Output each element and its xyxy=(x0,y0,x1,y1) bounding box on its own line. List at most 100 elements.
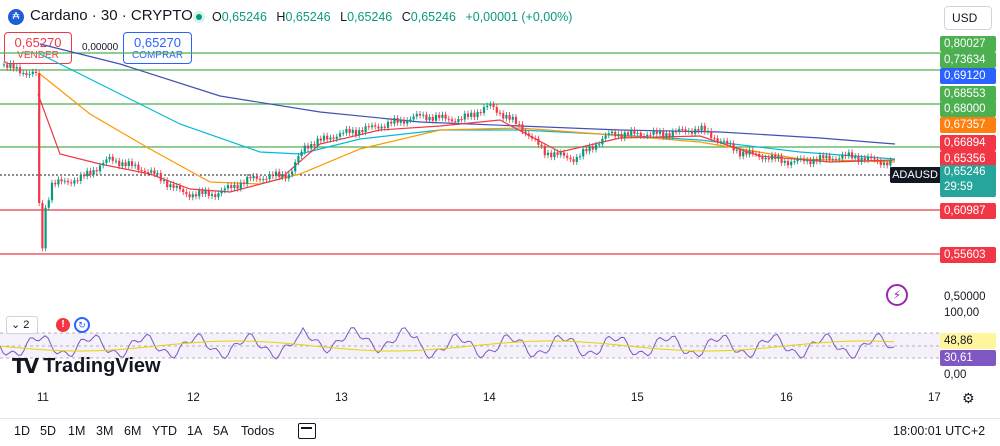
candle-body xyxy=(527,133,530,137)
candle-body xyxy=(799,158,802,160)
candle-body xyxy=(745,151,748,155)
tradingview-mark-icon: TV xyxy=(12,354,39,378)
candle-body xyxy=(63,180,66,182)
range-button-todos[interactable]: Todos xyxy=(241,424,275,438)
candle-body xyxy=(556,152,559,155)
ma-long-line xyxy=(39,43,896,145)
range-button-ytd[interactable]: YTD xyxy=(152,424,177,438)
candle-body xyxy=(121,162,124,167)
candle-body xyxy=(25,72,28,75)
high-key: H xyxy=(276,10,286,24)
sell-label: VENDER xyxy=(17,50,59,61)
candle-body xyxy=(463,113,466,120)
range-button-5d[interactable]: 5D xyxy=(40,424,56,438)
chart-header: ₳ Cardano · 30 · CRYPTO O0,65246 H0,6524… xyxy=(0,0,1000,34)
candle-body xyxy=(22,72,25,74)
candle-body xyxy=(438,115,441,118)
oscillator-signal-line xyxy=(0,340,895,352)
candle-body xyxy=(700,125,703,131)
candle-body xyxy=(338,133,342,137)
indicator-axis-bottom: 0,00 xyxy=(944,369,967,381)
change-value: +0,00001 (+0,00%) xyxy=(465,10,573,24)
candle-body xyxy=(178,185,182,190)
gear-icon[interactable]: ⚙ xyxy=(962,390,975,406)
candle-body xyxy=(879,161,882,165)
candle-body xyxy=(370,125,374,128)
candle-body xyxy=(607,133,610,136)
candle-body xyxy=(511,116,514,120)
candle-body xyxy=(98,165,102,172)
candle-body xyxy=(402,119,406,124)
candle-body xyxy=(559,152,562,155)
oscillator-pane[interactable] xyxy=(0,308,940,384)
candle-body xyxy=(537,138,540,145)
candle-body xyxy=(92,170,95,175)
sell-button[interactable]: 0,65270 VENDER xyxy=(4,32,72,64)
price-level-label: 0,66894 xyxy=(940,135,996,151)
candle-body xyxy=(732,143,735,151)
candle-body xyxy=(521,124,524,132)
candle-body xyxy=(866,156,870,161)
candle-body xyxy=(226,185,230,189)
candle-body xyxy=(351,129,354,133)
indicator-collapse-control[interactable]: ⌄ 2 xyxy=(6,316,38,334)
candle-body xyxy=(274,171,278,177)
candle-body xyxy=(828,155,831,160)
candle-body xyxy=(15,67,18,69)
candle-body xyxy=(530,136,534,139)
buy-button[interactable]: 0,65270 COMPRAR xyxy=(123,32,192,64)
range-button-6m[interactable]: 6M xyxy=(124,424,142,438)
close-value: 0,65246 xyxy=(410,10,456,24)
range-button-1a[interactable]: 1A xyxy=(187,424,203,438)
candle-body xyxy=(114,160,118,162)
ma-fast-line xyxy=(37,93,896,193)
candle-body xyxy=(393,118,396,124)
tradingview-logo[interactable]: TV TradingView xyxy=(12,354,161,380)
calendar-icon[interactable] xyxy=(298,423,316,439)
candle-body xyxy=(258,178,262,180)
candle-body xyxy=(863,157,866,161)
candle-body xyxy=(873,158,876,160)
candle-body xyxy=(188,194,191,198)
range-button-3m[interactable]: 3M xyxy=(96,424,114,438)
price-level-label: 0,65356 xyxy=(940,151,996,167)
low-value: 0,65246 xyxy=(347,10,393,24)
currency-button[interactable]: USD xyxy=(944,6,992,30)
candle-body xyxy=(566,155,569,158)
candle-body xyxy=(514,116,518,124)
lightning-icon[interactable]: ⚡ xyxy=(886,284,908,306)
candle-body xyxy=(658,130,662,134)
reload-icon[interactable]: ↻ xyxy=(74,317,90,333)
candle-body xyxy=(806,160,809,162)
candle-body xyxy=(70,182,73,184)
candle-body xyxy=(594,144,598,150)
candle-body xyxy=(428,117,431,121)
candle-body xyxy=(290,171,294,175)
range-button-5a[interactable]: 5A xyxy=(213,424,229,438)
range-button-1m[interactable]: 1M xyxy=(68,424,86,438)
candle-body xyxy=(639,132,642,137)
candle-body xyxy=(470,112,473,117)
alert-icon[interactable]: ! xyxy=(56,318,70,332)
candle-body xyxy=(153,170,156,175)
candle-body xyxy=(854,156,857,159)
candle-body xyxy=(434,115,438,121)
candle-body xyxy=(751,150,754,154)
time-tick: 17 xyxy=(928,392,941,404)
candle-body xyxy=(54,182,57,185)
clock-readout[interactable]: 18:00:01 UTC+2 xyxy=(893,424,986,438)
candle-body xyxy=(610,131,614,134)
chevron-down-icon: ⌄ xyxy=(11,319,21,331)
price-level-label: 0,80027 xyxy=(940,36,996,52)
candle-body xyxy=(681,128,684,130)
symbol-title[interactable]: Cardano · 30 · CRYPTO xyxy=(30,7,193,24)
candle-body xyxy=(882,162,886,165)
candle-body xyxy=(886,162,889,166)
symbol-price-tag: ADAUSD xyxy=(890,167,940,183)
candle-body xyxy=(754,153,758,155)
candle-body xyxy=(278,171,281,177)
candle-body xyxy=(86,170,89,177)
price-chart[interactable] xyxy=(0,34,940,306)
candle-body xyxy=(834,159,838,161)
range-button-1d[interactable]: 1D xyxy=(14,424,30,438)
